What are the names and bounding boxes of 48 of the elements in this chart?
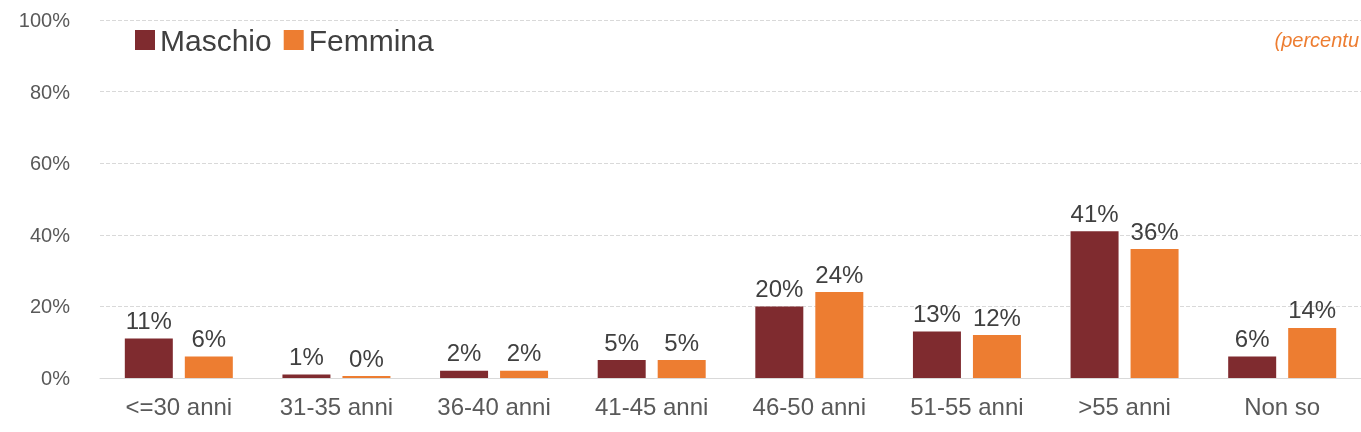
- data-label: 6%: [191, 325, 227, 353]
- x-tick-label: 46-50 anni: [752, 392, 867, 420]
- x-tick-label: 36-40 anni: [437, 392, 551, 420]
- data-label: 1%: [289, 342, 324, 370]
- data-label: 5%: [604, 328, 640, 356]
- x-tick-label: >55 anni: [1078, 392, 1171, 420]
- y-tick-label: 80%: [29, 80, 71, 103]
- annotation: (percentu: [1274, 29, 1360, 51]
- data-label: 36%: [1130, 217, 1179, 245]
- x-tick-label: <=30 anni: [125, 392, 233, 420]
- bar: [1288, 327, 1337, 378]
- x-tick-label: Non so: [1244, 392, 1321, 420]
- data-label: 14%: [1288, 296, 1337, 324]
- bar: [1228, 356, 1277, 378]
- bar: [815, 292, 864, 378]
- y-tick-label: 20%: [29, 295, 71, 318]
- y-tick-label: 100%: [18, 9, 71, 31]
- bar: [972, 335, 1021, 378]
- legend-label: Maschio: [160, 23, 272, 57]
- data-label: 0%: [349, 344, 384, 372]
- data-label: 11%: [125, 307, 172, 335]
- data-label: 2%: [446, 339, 482, 367]
- y-tick-label: 0%: [41, 367, 71, 389]
- bar: [1070, 231, 1119, 378]
- y-tick-label: 40%: [29, 223, 71, 246]
- bar: [1130, 249, 1179, 378]
- bar: [440, 370, 489, 378]
- data-label: 24%: [815, 260, 864, 288]
- data-label: 2%: [506, 339, 542, 367]
- bar: [124, 338, 173, 378]
- data-label: 12%: [972, 303, 1021, 331]
- bar: [184, 356, 233, 378]
- data-label: 6%: [1234, 325, 1270, 353]
- data-label: 20%: [755, 274, 804, 302]
- x-tick-label: 41-45 anni: [594, 392, 709, 420]
- bar: [657, 360, 706, 378]
- bar: [755, 306, 804, 378]
- x-tick-label: 51-55 anni: [910, 392, 1024, 420]
- bar: [282, 374, 331, 378]
- bar: [500, 370, 549, 378]
- legend-label: Femmina: [308, 23, 435, 57]
- bar: [597, 360, 646, 378]
- bar: [912, 331, 961, 378]
- y-tick-label: 60%: [29, 152, 71, 175]
- x-tick-label: 31-35 anni: [279, 392, 394, 420]
- data-label: 41%: [1070, 199, 1119, 227]
- data-label: 13%: [912, 299, 961, 327]
- data-label: 5%: [664, 328, 700, 356]
